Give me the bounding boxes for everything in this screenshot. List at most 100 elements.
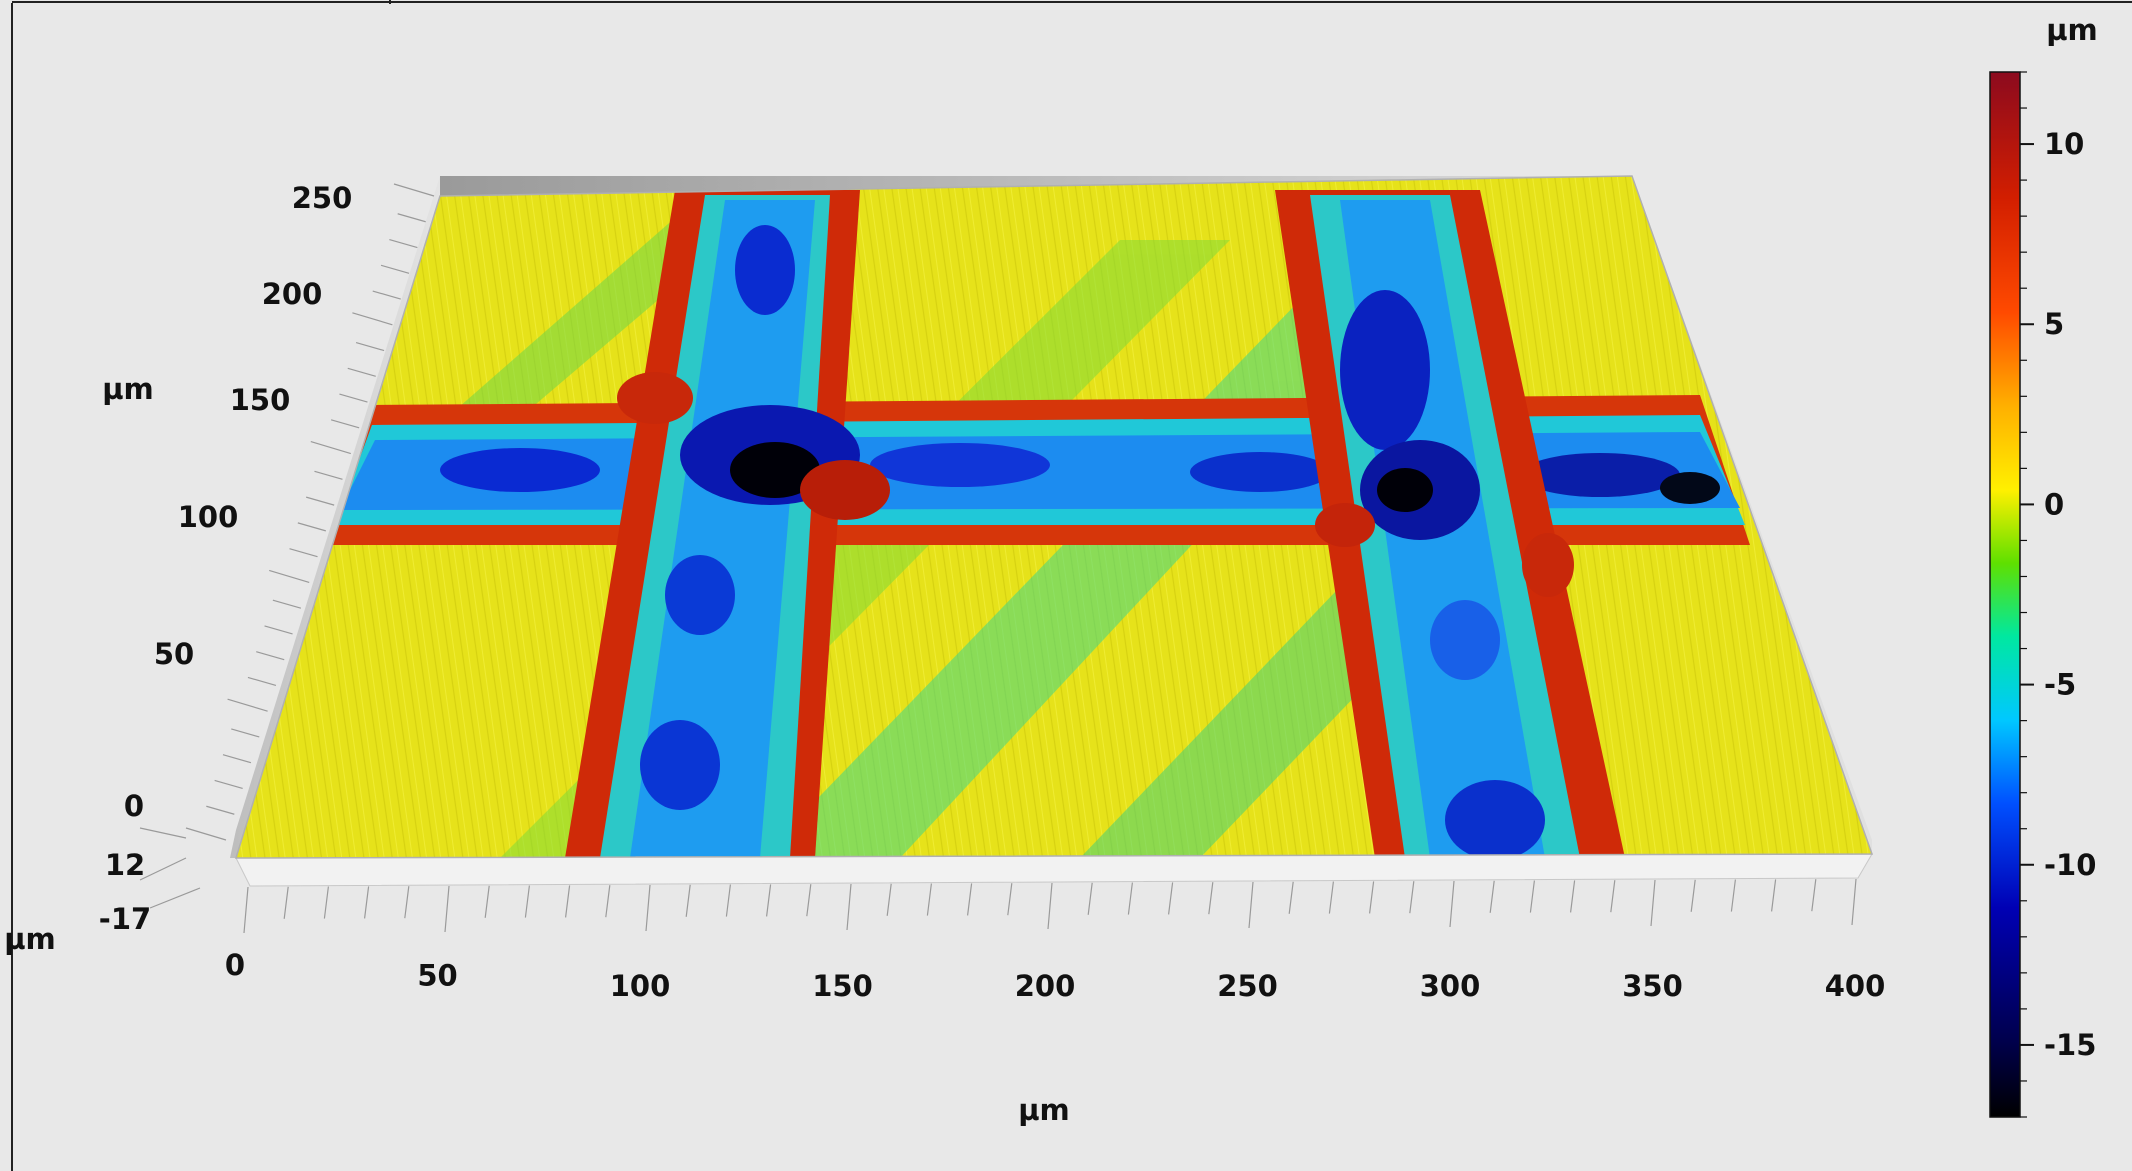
z-tick-label: 12 (105, 848, 145, 882)
x-tick-mark (1047, 882, 1053, 930)
y-tick-mark (347, 367, 376, 377)
x-tick-mark (1168, 882, 1174, 915)
colorbar-ticks (2020, 71, 2034, 1118)
x-tick-mark (725, 884, 731, 917)
x-tick-mark (846, 883, 852, 931)
height-surface (236, 176, 1872, 858)
x-tick-mark (1087, 882, 1093, 915)
colorbar (1989, 71, 2021, 1118)
x-tick-mark (1328, 881, 1334, 914)
y-tick-mark (297, 522, 327, 532)
x-tick-mark (1529, 880, 1535, 913)
x-tick-mark (766, 884, 772, 917)
x-tick-mark (1811, 879, 1817, 912)
x-tick-mark (364, 886, 370, 919)
y-tick-mark (397, 213, 426, 223)
x-tick-mark (1570, 880, 1576, 913)
y-tick-mark (352, 312, 393, 326)
y-tick-label: 200 (262, 277, 323, 311)
y-tick-label: 0 (124, 789, 144, 823)
colorbar-tick-label: 5 (2044, 307, 2064, 341)
x-tick-mark (886, 883, 892, 916)
x-tick-label: 400 (1825, 969, 1886, 1003)
x-axis-title: µm (1018, 1093, 1070, 1127)
y-tick-mark (264, 625, 293, 635)
surface-outline (234, 175, 1874, 859)
y-tick-mark (310, 441, 351, 455)
x-tick-mark (1409, 881, 1415, 914)
x-tick-mark (685, 884, 691, 917)
y-axis-title: µm (102, 372, 154, 406)
front-wall (235, 853, 1873, 887)
x-tick-label: 200 (1015, 969, 1076, 1003)
z-tick-mark (139, 827, 187, 839)
x-tick-mark (1369, 881, 1375, 914)
x-tick-mark (404, 886, 410, 919)
x-tick-label: 300 (1420, 969, 1481, 1003)
z-tick-mark (139, 857, 187, 881)
y-tick-mark (185, 827, 227, 841)
x-tick-mark (1127, 882, 1133, 915)
y-tick-mark (380, 264, 410, 274)
x-tick-label: 100 (610, 969, 671, 1003)
x-tick-mark (1489, 880, 1495, 913)
x-tick-label: 50 (417, 959, 457, 993)
y-tick-mark (227, 698, 268, 712)
y-tick-mark (206, 805, 235, 815)
x-tick-mark (967, 883, 973, 916)
left-wall (230, 176, 440, 858)
x-tick-mark (243, 886, 249, 934)
x-tick-mark (484, 885, 490, 918)
x-tick-mark (444, 885, 450, 933)
y-tick-mark (339, 393, 368, 403)
x-axis-ticks (243, 878, 1857, 934)
y-tick-mark (231, 728, 260, 738)
x-tick-mark (1730, 879, 1736, 912)
colorbar-tick-label: -15 (2044, 1028, 2096, 1062)
colorbar-tick-labels: 10 5 0 -5 -10 -15 (2044, 127, 2096, 1062)
x-tick-label: 150 (812, 969, 873, 1003)
x-tick-mark (1771, 879, 1777, 912)
y-tick-label: 150 (230, 383, 291, 417)
y-tick-mark (272, 599, 302, 609)
y-tick-mark (256, 651, 285, 661)
x-tick-mark (323, 886, 329, 919)
x-tick-mark (1208, 882, 1214, 915)
x-tick-label: 250 (1217, 969, 1278, 1003)
x-tick-mark (1650, 879, 1656, 927)
y-tick-mark (355, 341, 385, 352)
x-tick-mark (1007, 883, 1013, 916)
y-tick-mark (269, 569, 310, 583)
y-tick-mark (289, 548, 318, 558)
colorbar-tick-label: 0 (2044, 487, 2064, 521)
y-tick-mark (222, 754, 252, 764)
y-tick-mark (393, 183, 435, 197)
colorbar-tick-label: 10 (2044, 127, 2084, 161)
y-tick-mark (372, 290, 401, 300)
colorbar-tick-label: -5 (2044, 668, 2076, 702)
y-tick-mark (389, 238, 418, 249)
y-tick-mark (330, 419, 360, 429)
y-axis-ticks (185, 183, 435, 841)
x-tick-mark (605, 885, 611, 918)
x-tick-mark (926, 883, 932, 916)
y-tick-label: 100 (178, 500, 239, 534)
x-tick-mark (1690, 879, 1696, 912)
y-tick-mark (314, 470, 343, 480)
x-tick-mark (1288, 881, 1294, 914)
x-tick-label: 350 (1622, 969, 1683, 1003)
colorbar-unit: µm (2046, 13, 2098, 47)
x-axis-tick-labels: 0 50 100 150 200 250 300 350 400 (225, 948, 1885, 1003)
x-tick-mark (524, 885, 530, 918)
z-axis-tick-labels: 12 -17 (99, 848, 151, 936)
x-tick-mark (1851, 878, 1857, 926)
y-axis-tick-labels: 0 50 100 150 200 250 (124, 181, 352, 823)
y-tick-label: 50 (154, 637, 194, 671)
x-tick-mark (1610, 880, 1616, 913)
x-tick-mark (283, 886, 289, 919)
z-axis-title: µm (4, 922, 56, 956)
x-tick-mark (645, 884, 651, 932)
colorbar-tick-label: -10 (2044, 848, 2096, 882)
y-tick-mark (214, 779, 243, 790)
